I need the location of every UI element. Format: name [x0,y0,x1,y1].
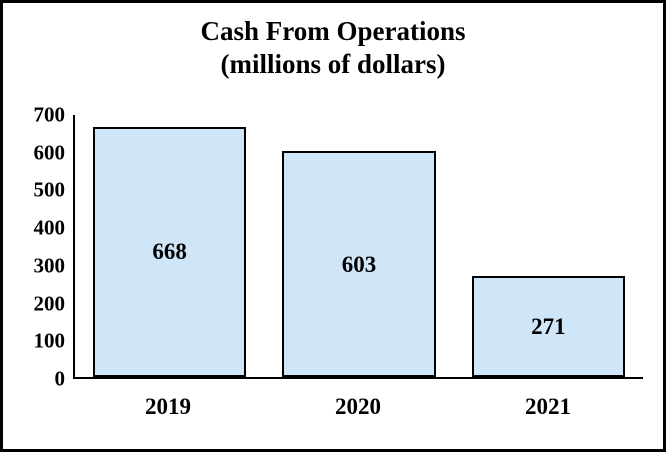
y-tick-label: 200 [33,291,66,316]
y-tick-label: 100 [33,328,66,353]
y-tick-label: 700 [33,102,66,127]
chart-title: Cash From Operations [200,16,466,46]
x-axis: 2019 2020 2021 [73,379,643,429]
y-tick-label: 400 [33,215,66,240]
chart-subtitle: (millions of dollars) [220,48,446,79]
bar-value-label: 603 [341,251,377,277]
y-tick-label: 600 [33,140,66,165]
chart-title-block: Cash From Operations (millions of dollar… [3,3,663,81]
y-axis: 0 100 200 300 400 500 600 700 [15,104,73,389]
bar-2019: 668 [92,126,247,377]
plot-region: 0 100 200 300 400 500 600 700 668 603 271 2019 202… [15,104,643,429]
bar-2021: 271 [471,275,625,377]
bar-value-label: 668 [152,239,187,265]
bar-2020: 603 [282,151,436,377]
x-tick-label: 2020 [334,393,381,419]
y-tick-label: 0 [54,366,66,391]
y-tick-label: 500 [33,177,66,202]
x-tick-label: 2019 [144,393,191,419]
plot-area: 668 603 271 [73,115,643,379]
bar-value-label: 271 [531,313,566,339]
x-tick-label: 2021 [524,393,571,419]
y-tick-label: 300 [33,253,66,278]
